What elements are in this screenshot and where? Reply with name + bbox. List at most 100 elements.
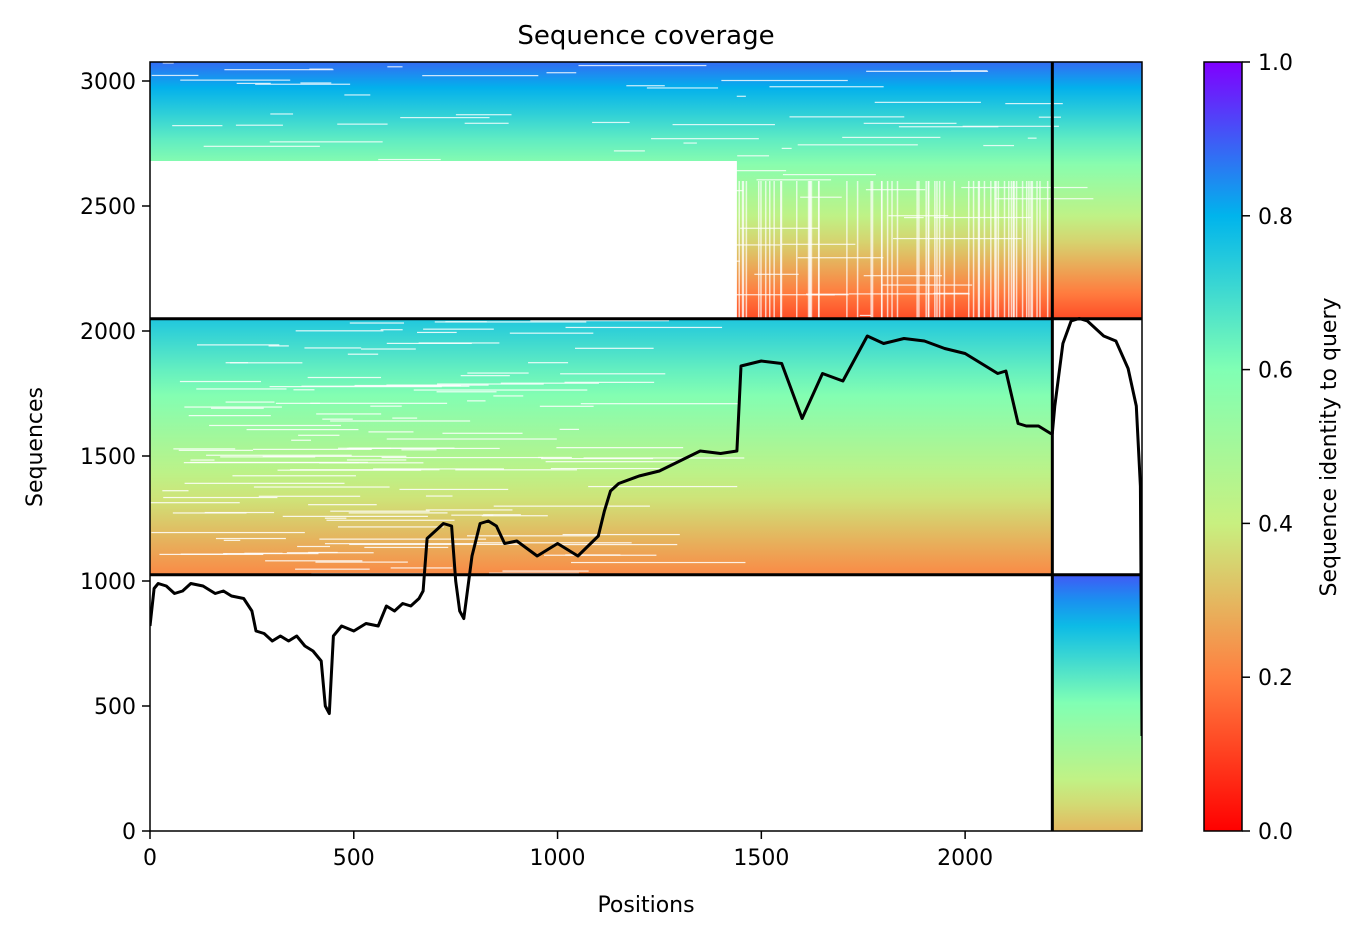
gap-streak	[672, 123, 775, 126]
gap-streak	[933, 292, 969, 294]
gap-streak	[223, 539, 241, 541]
gap-streak	[962, 125, 1059, 127]
gap-column	[891, 181, 893, 319]
gap-column	[997, 181, 1000, 319]
gap-column	[818, 181, 820, 319]
gap-streak	[400, 116, 490, 119]
gap-streak	[326, 519, 455, 521]
gap-streak	[420, 260, 476, 262]
uncovered-region	[150, 161, 737, 319]
colorbar-tick-label: 0.0	[1258, 820, 1293, 845]
gap-streak	[528, 362, 569, 364]
x-tick-label: 2000	[937, 846, 993, 871]
gap-column	[1010, 181, 1013, 319]
gap-streak	[806, 293, 848, 295]
gap-column	[953, 181, 956, 319]
gap-streak	[386, 384, 489, 386]
gap-column	[936, 181, 938, 319]
gap-streak	[678, 294, 727, 296]
gap-column	[983, 181, 986, 319]
gap-streak	[313, 314, 358, 316]
gap-streak	[512, 227, 601, 229]
gap-streak	[564, 381, 655, 383]
gap-column	[881, 181, 883, 319]
gap-streak	[290, 469, 440, 471]
gap-streak	[893, 237, 1022, 240]
gap-streak	[859, 314, 871, 317]
gap-streak	[291, 439, 311, 441]
gap-streak	[428, 287, 490, 290]
gap-streak	[434, 321, 587, 323]
gap-streak	[578, 64, 707, 67]
gap-streak	[721, 294, 849, 296]
gap-streak	[151, 74, 199, 77]
gap-streak	[781, 147, 792, 150]
gap-streak	[347, 353, 379, 355]
gap-streak	[269, 141, 383, 143]
gap-streak	[865, 189, 926, 191]
y-tick-label: 3000	[80, 70, 136, 95]
gap-streak	[293, 389, 315, 391]
gap-streak	[493, 395, 524, 397]
gap-streak	[172, 125, 223, 127]
gap-streak	[509, 332, 594, 334]
gap-streak	[295, 330, 384, 332]
gap-streak	[397, 275, 465, 277]
gap-streak	[502, 570, 589, 572]
gap-streak	[209, 194, 233, 196]
gap-column	[809, 181, 811, 319]
gap-streak	[530, 320, 670, 322]
gap-streak	[416, 282, 503, 284]
y-tick-label: 1500	[80, 445, 136, 470]
gap-column	[871, 181, 874, 319]
gap-streak	[565, 326, 723, 329]
gap-streak	[414, 174, 523, 176]
gap-streak	[423, 328, 494, 330]
colorbar: 0.0 0.2 0.4 0.6 0.8 1.0 Sequence identity to …	[1203, 51, 1342, 845]
gap-streak	[206, 454, 352, 456]
gap-column	[856, 181, 859, 319]
gap-streak	[565, 554, 621, 556]
gap-streak	[210, 407, 264, 409]
gap-streak	[789, 116, 905, 118]
gap-column	[780, 181, 783, 319]
x-tick-label: 0	[143, 846, 157, 871]
gap-streak	[556, 447, 684, 449]
gap-column	[927, 181, 930, 319]
gap-streak	[769, 86, 884, 88]
gap-streak	[232, 475, 356, 477]
gap-streak	[173, 448, 236, 450]
block-boundaries	[150, 62, 1142, 831]
gap-streak	[344, 94, 371, 96]
gap-streak	[525, 301, 548, 303]
gap-streak	[392, 417, 418, 419]
gap-column	[1031, 181, 1034, 319]
gap-column	[1028, 181, 1030, 319]
gap-streak	[481, 515, 548, 517]
gap-streak	[180, 553, 228, 555]
gap-column	[995, 181, 997, 319]
gap-streak	[308, 504, 377, 506]
gap-streak	[299, 256, 326, 258]
gap-streak	[736, 95, 746, 97]
gap-streak	[253, 448, 372, 450]
gap-streak	[188, 415, 271, 417]
gap-streak	[683, 142, 697, 144]
gap-streak	[951, 70, 988, 72]
gap-streak	[243, 231, 337, 233]
block-bottom	[1052, 574, 1142, 831]
gap-streak	[545, 461, 680, 463]
gap-column	[1015, 181, 1018, 319]
gap-streak	[161, 284, 261, 286]
gap-streak	[370, 258, 425, 260]
gap-streak	[377, 288, 444, 290]
gap-streak	[262, 455, 407, 457]
gap-streak	[460, 375, 510, 377]
gap-streak	[370, 405, 402, 407]
gap-streak	[349, 322, 405, 324]
gap-streaks	[150, 62, 1112, 576]
gap-streak	[493, 212, 599, 214]
gap-streak	[235, 124, 283, 126]
gap-streak	[307, 376, 382, 379]
gap-streak	[441, 285, 512, 287]
